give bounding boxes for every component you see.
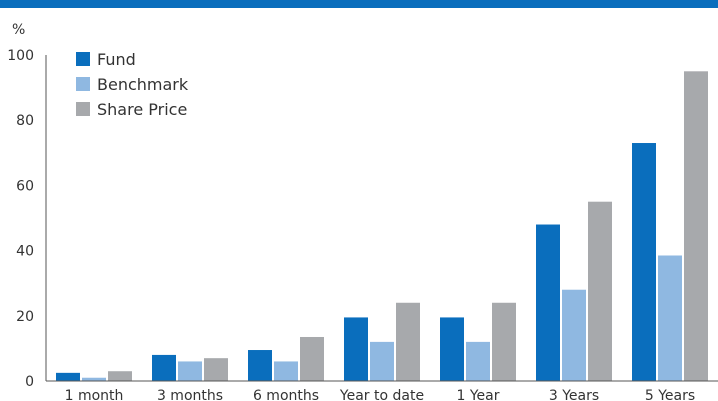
bar-benchmark-0 xyxy=(82,377,106,381)
legend-label-share-price: Share Price xyxy=(97,100,187,119)
bar-benchmark-5 xyxy=(562,289,586,381)
bar-share-price-0 xyxy=(108,371,132,381)
bar-share-price-4 xyxy=(492,302,516,381)
bars-group xyxy=(56,71,708,382)
bar-fund-0 xyxy=(56,372,80,381)
y-tick-label-20: 20 xyxy=(16,309,34,325)
y-tick-label-80: 80 xyxy=(16,113,34,129)
bar-benchmark-2 xyxy=(274,361,298,381)
x-tick-label-3: Year to date xyxy=(339,388,424,401)
bar-fund-4 xyxy=(440,317,464,381)
legend-swatch-fund xyxy=(76,52,90,66)
bar-share-price-5 xyxy=(588,201,612,381)
bar-benchmark-4 xyxy=(466,341,490,381)
x-tick-label-5: 3 Years xyxy=(549,388,599,401)
x-tick-label-0: 1 month xyxy=(65,388,124,401)
x-tick-label-2: 6 months xyxy=(253,388,319,401)
x-tick-label-4: 1 Year xyxy=(457,388,500,401)
bar-fund-6 xyxy=(632,143,656,381)
bar-benchmark-1 xyxy=(178,361,202,381)
y-tick-label-40: 40 xyxy=(16,244,34,260)
header-bar xyxy=(0,0,718,8)
y-axis-ticks: 0 20 40 60 80 100 xyxy=(7,48,34,390)
y-axis-unit-label: % xyxy=(12,22,25,38)
x-tick-label-1: 3 months xyxy=(157,388,223,401)
legend: Fund Benchmark Share Price xyxy=(76,50,189,119)
bar-share-price-1 xyxy=(204,358,228,381)
y-tick-label-100: 100 xyxy=(7,48,34,64)
legend-swatch-benchmark xyxy=(76,77,90,91)
x-tick-label-6: 5 Years xyxy=(645,388,695,401)
bar-fund-2 xyxy=(248,350,272,381)
bar-share-price-2 xyxy=(300,336,324,381)
y-tick-label-60: 60 xyxy=(16,178,34,194)
y-tick-label-0: 0 xyxy=(25,374,34,390)
x-axis-ticks: 1 month 3 months 6 months Year to date 1 Yea… xyxy=(65,388,696,401)
bar-benchmark-6 xyxy=(658,255,682,381)
bar-fund-5 xyxy=(536,224,560,381)
legend-label-benchmark: Benchmark xyxy=(97,75,189,94)
bar-share-price-3 xyxy=(396,302,420,381)
bar-share-price-6 xyxy=(684,71,708,382)
bar-fund-1 xyxy=(152,354,176,381)
legend-label-fund: Fund xyxy=(97,50,136,69)
bar-fund-3 xyxy=(344,317,368,381)
legend-swatch-share-price xyxy=(76,102,90,116)
bar-benchmark-3 xyxy=(370,341,394,381)
